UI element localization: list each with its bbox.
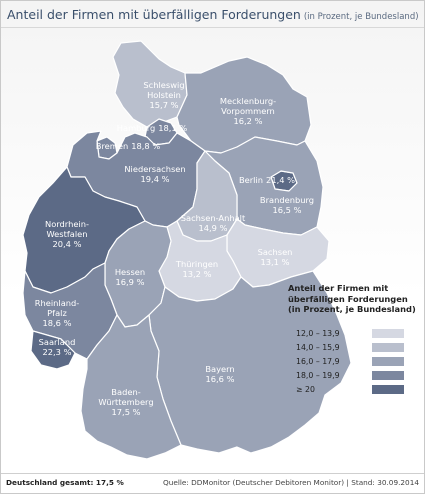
state-label-thüringen: Thüringen 13,2 % xyxy=(176,259,218,279)
state-label-berlin: Berlin 21,4 % xyxy=(239,175,295,185)
legend-swatch xyxy=(372,357,404,366)
state-name: Nordrhein- Westfalen xyxy=(44,219,90,239)
state-name: Hamburg xyxy=(116,123,156,133)
state-name: Niedersachsen xyxy=(124,164,186,174)
state-name: Bremen xyxy=(95,141,129,151)
title-divider xyxy=(1,27,424,28)
state-saarland-region xyxy=(30,330,76,370)
legend-item: 18,0 – 19,9 xyxy=(288,369,418,383)
state-label-mecklenburg-vorpommern: Mecklenburg- Vorpommern 16,2 % xyxy=(220,96,276,126)
page-title: Anteil der Firmen mit überfälligen Forde… xyxy=(7,7,419,22)
legend-item: 16,0 – 17,9 xyxy=(288,355,418,369)
legend-range-label: 18,0 – 19,9 xyxy=(296,371,340,380)
state-value: 19,4 % xyxy=(140,174,170,184)
state-name: Sachsen-Anhalt xyxy=(180,213,246,223)
state-label-sachsen: Sachsen 13,1 % xyxy=(258,247,293,267)
state-name: Baden- Württemberg xyxy=(98,387,154,407)
state-value: 17,5 % xyxy=(111,407,141,417)
legend-item: 14,0 – 15,9 xyxy=(288,341,418,355)
state-label-niedersachsen: Niedersachsen 19,4 % xyxy=(124,164,185,184)
footer-total: Deutschland gesamt: 17,5 % xyxy=(6,478,124,487)
state-name: Sachsen xyxy=(257,247,293,257)
legend-item: 12,0 – 13,9 xyxy=(288,327,418,341)
state-value: 22,3 % xyxy=(42,347,72,357)
state-label-saarland: Saarland 22,3 % xyxy=(39,337,76,357)
state-value: 13,1 % xyxy=(260,257,290,267)
legend-title: Anteil der Firmen mit überfälligen Forde… xyxy=(288,283,418,315)
state-name: Schleswig Holstein xyxy=(143,80,185,100)
state-name: Berlin xyxy=(238,175,264,185)
footer-source: Quelle: DDMonitor (Deutscher Debitoren M… xyxy=(163,478,419,487)
legend-item: ≥ 20 xyxy=(288,383,418,397)
legend: Anteil der Firmen mit überfälligen Forde… xyxy=(288,283,418,397)
state-label-hamburg: Hamburg 18,1 % xyxy=(117,123,187,133)
state-value: 21,4 % xyxy=(266,175,296,185)
state-name: Rheinland- Pfalz xyxy=(34,298,80,318)
state-label-rheinland-pfalz: Rheinland- Pfalz 18,6 % xyxy=(35,298,80,328)
title-text: Anteil der Firmen mit überfälligen Forde… xyxy=(7,7,301,22)
legend-range-label: 12,0 – 13,9 xyxy=(296,329,340,338)
state-baden-württemberg-region xyxy=(80,314,182,460)
legend-swatch xyxy=(372,385,404,394)
state-value: 18,6 % xyxy=(42,318,72,328)
state-value: 16,9 % xyxy=(115,277,145,287)
state-value: 15,7 % xyxy=(149,100,179,110)
state-label-brandenburg: Brandenburg 16,5 % xyxy=(260,195,314,215)
title-subtitle: (in Prozent, je Bundesland) xyxy=(303,12,419,22)
state-name: Mecklenburg- Vorpommern xyxy=(219,96,277,116)
legend-title-line: überfälligen Forderungen xyxy=(288,293,408,304)
state-value: 18,8 % xyxy=(131,141,161,151)
legend-rows: 12,0 – 13,9 14,0 – 15,9 16,0 – 17,9 18,0 – … xyxy=(288,327,418,397)
state-label-bremen: Bremen 18,8 % xyxy=(96,141,160,151)
state-name: Hessen xyxy=(114,267,146,277)
state-label-schleswig-holstein: Schleswig Holstein 15,7 % xyxy=(143,80,184,110)
state-name: Bayern xyxy=(205,364,235,374)
state-name: Thüringen xyxy=(175,259,219,269)
legend-range-label: ≥ 20 xyxy=(296,385,315,394)
state-label-sachsen-anhalt: Sachsen-Anhalt 14,9 % xyxy=(181,213,246,233)
legend-title-line: (in Prozent, je Bundesland) xyxy=(288,304,416,314)
state-value: 16,5 % xyxy=(272,205,302,215)
legend-swatch xyxy=(372,371,404,380)
state-label-baden-württemberg: Baden- Württemberg 17,5 % xyxy=(98,387,153,417)
state-label-bayern: Bayern 16,6 % xyxy=(205,364,234,384)
state-value: 16,2 % xyxy=(233,116,263,126)
legend-range-label: 14,0 – 15,9 xyxy=(296,343,340,352)
legend-title-line: Anteil der Firmen mit xyxy=(288,283,389,293)
state-value: 13,2 % xyxy=(182,269,212,279)
state-value: 20,4 % xyxy=(52,239,82,249)
state-name: Saarland xyxy=(38,337,76,347)
state-value: 16,6 % xyxy=(205,374,235,384)
legend-swatch xyxy=(372,329,404,338)
footer-divider xyxy=(1,473,424,474)
legend-swatch xyxy=(372,343,404,352)
state-label-hessen: Hessen 16,9 % xyxy=(115,267,145,287)
state-name: Brandenburg xyxy=(259,195,315,205)
state-label-nordrhein-westfalen: Nordrhein- Westfalen 20,4 % xyxy=(45,219,89,249)
legend-range-label: 16,0 – 17,9 xyxy=(296,357,340,366)
state-value: 18,1 % xyxy=(158,123,188,133)
state-value: 14,9 % xyxy=(198,223,228,233)
